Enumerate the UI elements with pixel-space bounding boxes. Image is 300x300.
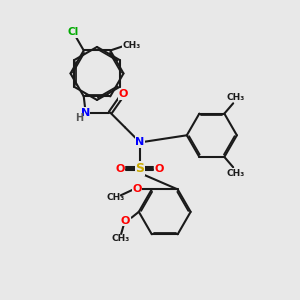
Text: O: O: [119, 89, 128, 99]
Text: CH₃: CH₃: [226, 169, 245, 178]
Text: CH₃: CH₃: [107, 193, 125, 202]
Text: N: N: [81, 108, 90, 118]
Text: O: O: [132, 184, 142, 194]
Text: N: N: [135, 137, 144, 147]
Text: CH₃: CH₃: [111, 234, 130, 243]
Text: CH₃: CH₃: [122, 41, 141, 50]
Text: O: O: [121, 216, 130, 226]
Text: CH₃: CH₃: [226, 93, 245, 102]
Text: O: O: [115, 164, 125, 173]
Text: H: H: [75, 113, 83, 124]
Text: O: O: [155, 164, 164, 173]
Text: S: S: [135, 162, 144, 175]
Text: Cl: Cl: [68, 27, 79, 37]
